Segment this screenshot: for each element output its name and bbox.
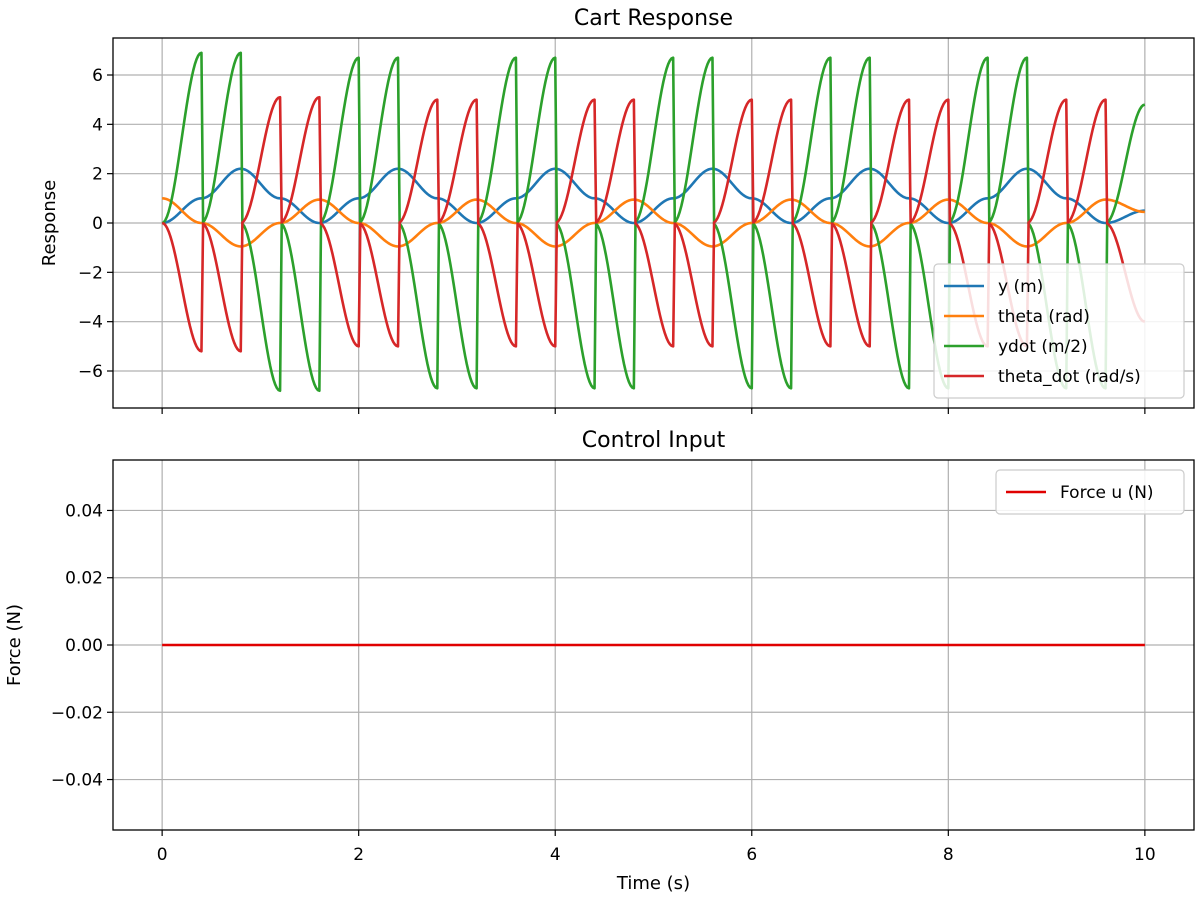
cart-response-axes-frame [112,37,1195,409]
control-input-xtick-label-1: 2 [353,845,364,865]
cart-response-legend-label-ydot-m-2: ydot (m/2) [998,337,1088,357]
cart-response-ytick-label-0: −6 [78,362,103,382]
cart-response-legend-box [933,263,1185,399]
control-input-legend: Force u (N) [995,469,1185,515]
cart-response-ytick-label-5: 4 [92,115,103,135]
control-input-legend-label-force-u-n: Force u (N) [1060,483,1154,503]
control-input-ytick-label-3: 0.02 [65,569,103,589]
control-input-xtick-label-5: 10 [1134,845,1156,865]
cart-response-legend: y (m) theta (rad) ydot (m/2) theta_dot (rad… [933,263,1185,399]
control-input-xlabel: Time (s) [616,873,690,894]
control-input-xtick-label-3: 6 [746,845,757,865]
control-input-title: Control Input [582,428,726,453]
control-input-xtick-label-2: 4 [550,845,561,865]
cart-response-legend-label-theta-rad: theta (rad) [998,307,1090,327]
cart-response-ytick-label-1: −4 [78,313,103,333]
cart-response-ylabel: Response [39,180,60,266]
control-input-ytick-label-1: −0.02 [51,703,103,723]
cart-response-legend-label-theta-dot-rad-s: theta_dot (rad/s) [998,367,1141,387]
cart-response-ytick-label-2: −2 [78,263,103,283]
cart-response-ytick-label-4: 2 [92,165,103,185]
control-input-ytick-label-4: 0.04 [65,501,103,521]
cart-response-ytick-label-3: 0 [92,214,103,234]
cart-response-series-ydot-m-2 [161,51,1146,393]
cart-response-series-theta-rad [162,197,1145,248]
cart-response-legend-label-y-m: y (m) [998,277,1043,297]
control-input-xtick-label-4: 8 [943,845,954,865]
cart-response-ytick-label-6: 6 [92,66,103,86]
control-input-legend-box [995,469,1185,515]
control-input-xtick-label-0: 0 [157,845,168,865]
control-input-ytick-label-0: −0.04 [51,771,103,791]
control-input-ylabel: Force (N) [4,604,25,686]
control-input-axes: Control Input Force (N) Time (s) 0 2 4 6 8 10 −0.… [4,428,1195,894]
control-input-ytick-label-2: 0.00 [65,636,103,656]
cart-response-axes: Cart Response Response −6 −4 −2 0 2 4 6 y (m) thet… [39,6,1195,414]
control-input-axes-frame [112,459,1195,831]
cart-response-title: Cart Response [574,6,733,31]
